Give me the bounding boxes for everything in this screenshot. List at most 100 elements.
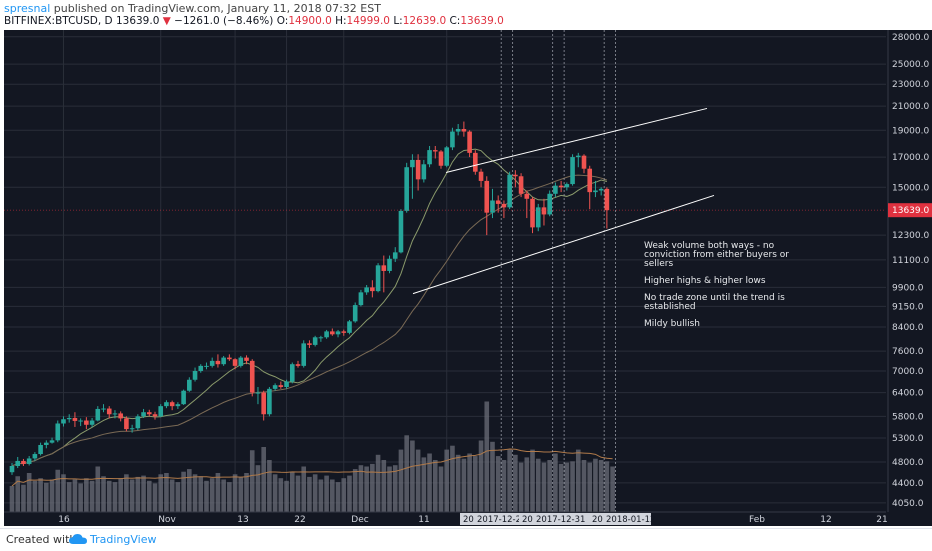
candle-body: [444, 147, 450, 166]
candle-body: [227, 357, 232, 360]
candle-body: [335, 331, 341, 335]
annotation-text: established: [644, 302, 696, 312]
volume-bar: [301, 466, 307, 512]
candle-body: [535, 207, 541, 228]
candle-body: [164, 402, 169, 407]
volume-bar: [352, 469, 358, 512]
candle-body: [501, 203, 507, 208]
candle-body: [524, 193, 530, 199]
volume-bar: [478, 440, 484, 512]
candle-body: [375, 265, 381, 292]
volume-bar: [198, 476, 204, 512]
candle-body: [370, 287, 375, 292]
volume-bar: [187, 469, 192, 512]
volume-bar: [421, 457, 427, 512]
annotation-text: sellers: [644, 259, 673, 269]
last-price-tag-label: 13639.0: [892, 206, 929, 216]
candle-body: [78, 420, 83, 422]
candle-body: [49, 440, 55, 443]
date-marker-prefix: 20: [463, 515, 474, 525]
author-link[interactable]: spresnal: [4, 2, 51, 15]
candle-body: [158, 406, 164, 417]
candle-body: [467, 131, 472, 153]
open-value: 14900.0: [288, 15, 332, 27]
candle-body: [278, 385, 284, 388]
candle-body: [318, 337, 324, 339]
down-arrow-icon: ▼: [162, 15, 171, 27]
candle-body: [558, 185, 564, 188]
date-marker-prefix: 20: [592, 515, 603, 525]
volume-bar: [392, 465, 398, 512]
x-tick-label: 22: [294, 515, 305, 525]
volume-bar: [570, 461, 575, 512]
y-tick-label: 15000.0: [892, 183, 929, 193]
candle-body: [44, 442, 49, 445]
date-marker-tag: [460, 513, 530, 525]
volume-bar: [530, 449, 535, 512]
candle-body: [387, 258, 392, 271]
volume-bar: [192, 474, 198, 512]
candle-body: [61, 419, 66, 424]
candle-body: [513, 174, 518, 177]
volume-bar: [66, 482, 72, 512]
volume-bar: [15, 476, 21, 512]
volume-bar: [307, 476, 312, 512]
volume-bar: [249, 450, 255, 512]
candle-body: [38, 444, 43, 455]
candle-body: [352, 305, 358, 322]
volume-bar: [507, 449, 512, 512]
volume-bar: [444, 449, 450, 512]
candle-body: [272, 385, 278, 389]
y-tick-label: 28000.0: [892, 33, 929, 43]
price-chart[interactable]: 28000.0 25000.0 23000.0 21000.0 19000.0 17000…: [4, 30, 932, 526]
footer: Created with TradingView: [0, 528, 932, 551]
candle-body: [553, 185, 558, 194]
volume-bar: [604, 461, 610, 512]
volume-bar: [438, 466, 444, 512]
volume-bar: [49, 479, 55, 512]
volume-bar: [398, 449, 404, 512]
candle-body: [575, 155, 581, 158]
volume-bar: [364, 466, 369, 512]
candle-body: [152, 414, 158, 417]
tradingview-brand[interactable]: TradingView: [90, 533, 157, 546]
chart-area[interactable]: 28000.0 25000.0 23000.0 21000.0 19000.0 17000…: [4, 30, 932, 526]
candle-body: [66, 417, 72, 420]
candle-body: [415, 159, 421, 180]
volume-bar: [227, 482, 232, 512]
lower-trendline: [412, 194, 715, 295]
tradingview-cloud-icon: [68, 533, 88, 551]
volume-bar: [387, 466, 392, 512]
candle-body: [587, 168, 593, 193]
volume-bar: [593, 458, 598, 512]
volume-bar: [575, 449, 581, 512]
volume-bar: [152, 483, 158, 512]
candle-body: [330, 331, 335, 335]
y-tick-label: 5800.0: [892, 412, 924, 422]
volume-bar: [44, 482, 49, 512]
candle-body: [284, 381, 289, 388]
volume-bar: [427, 453, 432, 512]
candle-body: [295, 364, 301, 366]
candle-body: [175, 404, 181, 407]
volume-bar: [553, 453, 558, 512]
candle-body: [135, 416, 141, 429]
candle-body: [364, 287, 369, 293]
candle-body: [341, 331, 347, 333]
candle-body: [564, 184, 570, 188]
volume-bar: [375, 454, 381, 512]
candle-body: [427, 150, 432, 165]
volume-bar: [112, 482, 118, 512]
volume-bar: [175, 482, 181, 512]
candle-body: [598, 188, 604, 191]
volume-moving-average: [11, 448, 613, 487]
volume-bar: [598, 460, 604, 512]
candle-body: [398, 210, 404, 253]
candle-body: [450, 131, 455, 148]
volume-bar: [455, 454, 461, 512]
publish-info: published on TradingView.com, January 11…: [53, 2, 381, 15]
x-tick-label: Feb: [749, 515, 765, 525]
candle-body: [478, 171, 484, 181]
volume-bar: [324, 475, 329, 512]
candle-body: [267, 388, 272, 415]
